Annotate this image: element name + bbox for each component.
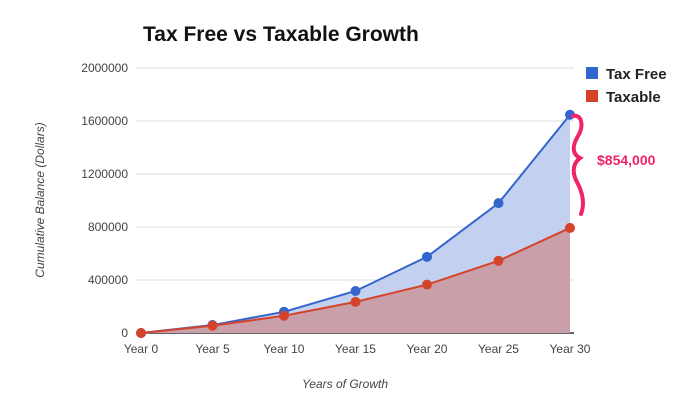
legend-swatch-taxable: [586, 90, 598, 102]
legend-label-taxable: Taxable: [606, 89, 661, 106]
difference-brace: [571, 113, 585, 216]
data-point: [493, 255, 504, 266]
data-point: [565, 222, 575, 233]
y-tick-label: 1600000: [81, 114, 128, 128]
y-tick-label: 0: [121, 326, 128, 340]
data-point: [136, 328, 146, 338]
x-tick-label: Year 15: [335, 342, 376, 356]
area-taxable: [141, 227, 570, 333]
y-tick-label: 1200000: [81, 167, 128, 181]
legend-swatch-tax-free: [586, 67, 598, 79]
data-point: [279, 310, 289, 321]
y-tick-label: 2000000: [81, 61, 128, 75]
data-point: [207, 320, 218, 331]
difference-annotation: $854,000: [597, 152, 656, 168]
data-point: [350, 296, 361, 307]
x-tick-label: Year 30: [550, 342, 591, 356]
data-point: [493, 198, 504, 209]
x-tick-label: Year 20: [407, 342, 448, 356]
y-tick-label: 800000: [88, 220, 128, 234]
legend: Tax Free Taxable: [586, 66, 667, 106]
data-point: [350, 285, 361, 296]
chart-title: Tax Free vs Taxable Growth: [143, 23, 419, 46]
x-axis-label: Years of Growth: [302, 377, 388, 391]
x-tick-label: Year 5: [195, 342, 230, 356]
x-tick-label: Year 0: [124, 342, 159, 356]
y-axis-label: Cumulative Balance (Dollars): [33, 122, 47, 277]
x-tick-label: Year 25: [478, 342, 519, 356]
y-tick-label: 400000: [88, 273, 128, 287]
data-point: [422, 251, 432, 262]
x-tick-label: Year 10: [264, 342, 305, 356]
data-point: [422, 279, 432, 290]
legend-label-tax-free: Tax Free: [606, 66, 667, 83]
